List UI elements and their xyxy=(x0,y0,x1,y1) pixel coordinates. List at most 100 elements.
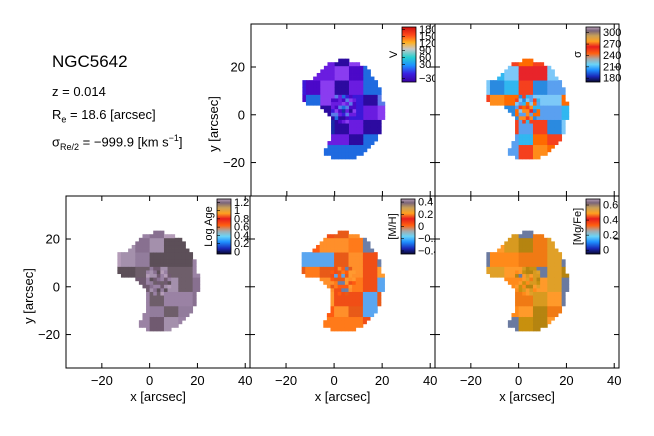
map-cell xyxy=(374,83,379,88)
map-cell xyxy=(138,259,143,264)
map-cell xyxy=(352,98,357,103)
map-cell xyxy=(334,80,339,85)
map-cell xyxy=(316,76,321,81)
map-cell xyxy=(185,309,190,314)
map-cell xyxy=(345,119,350,124)
map-cell xyxy=(518,313,523,318)
map-cell xyxy=(507,87,512,92)
map-cell xyxy=(532,148,537,153)
map-cell xyxy=(377,98,382,103)
map-cell xyxy=(370,266,375,271)
map-cell xyxy=(156,287,161,292)
map-cell xyxy=(334,155,339,160)
map-cell xyxy=(341,284,346,289)
map-cell xyxy=(529,94,534,99)
map-cell xyxy=(511,80,516,85)
map-cell xyxy=(326,284,331,289)
map-cell xyxy=(331,87,336,92)
map-cell xyxy=(338,112,343,117)
map-cell xyxy=(547,313,552,318)
map-cell xyxy=(359,241,364,246)
map-cell xyxy=(550,123,555,128)
map-cell xyxy=(189,302,194,307)
map-cell xyxy=(493,259,498,264)
map-cell xyxy=(319,262,324,267)
map-cell xyxy=(301,255,306,260)
map-cell xyxy=(511,87,516,92)
map-cell xyxy=(518,284,523,289)
map-cell xyxy=(348,126,353,131)
map-cell xyxy=(547,248,552,253)
map-cell xyxy=(525,241,530,246)
map-cell xyxy=(561,126,566,131)
map-cell xyxy=(493,266,498,271)
map-cell xyxy=(312,266,317,271)
map-cell xyxy=(316,266,321,271)
map-cell xyxy=(489,259,494,264)
map-cell xyxy=(128,270,133,275)
map-cell xyxy=(149,255,154,260)
map-cell xyxy=(345,58,350,63)
map-cell xyxy=(341,244,346,249)
map-cell xyxy=(515,252,520,257)
map-cell xyxy=(532,94,537,99)
map-cell xyxy=(326,255,331,260)
map-cell xyxy=(331,90,336,95)
map-cell xyxy=(540,148,545,153)
map-cell xyxy=(124,252,129,257)
map-cell xyxy=(348,270,353,275)
map-cell xyxy=(529,277,534,282)
map-cell xyxy=(515,90,520,95)
map-cell xyxy=(547,259,552,264)
map-cell xyxy=(352,126,357,131)
map-cell xyxy=(120,262,125,267)
map-cell xyxy=(138,320,143,325)
map-cell xyxy=(341,126,346,131)
map-cell xyxy=(522,323,527,328)
map-cell xyxy=(540,248,545,253)
map-cell xyxy=(366,270,371,275)
map-cell xyxy=(337,270,342,275)
map-cell xyxy=(156,291,161,296)
map-cell xyxy=(515,144,520,149)
map-cell xyxy=(366,241,371,246)
map-cell xyxy=(352,119,357,124)
map-cell xyxy=(377,295,382,300)
map-cell xyxy=(515,302,520,307)
map-cell xyxy=(308,270,313,275)
map-cell xyxy=(174,291,179,296)
map-cell xyxy=(181,280,186,285)
map-cell xyxy=(326,266,331,271)
map-cell xyxy=(518,309,523,314)
map-cell xyxy=(363,76,368,81)
map-cell xyxy=(522,76,527,81)
map-cell xyxy=(362,302,367,307)
map-cell xyxy=(497,76,502,81)
map-cell xyxy=(547,262,552,267)
map-cell xyxy=(550,295,555,300)
map-cell xyxy=(359,101,364,106)
map-cell xyxy=(536,137,541,142)
map-cell xyxy=(163,295,168,300)
map-cell xyxy=(554,83,559,88)
map-cell xyxy=(320,101,325,106)
map-cell xyxy=(507,320,512,325)
map-cell xyxy=(522,277,527,282)
colorbar-tick-label: 0.2 xyxy=(603,230,618,242)
map-cell xyxy=(341,241,346,246)
map-cell xyxy=(525,133,530,138)
map-cell xyxy=(337,241,342,246)
map-cell xyxy=(153,270,158,275)
map-cell xyxy=(532,151,537,156)
map-cell xyxy=(550,305,555,310)
map-cell xyxy=(338,101,343,106)
map-cell xyxy=(359,270,364,275)
map-cell xyxy=(345,151,350,156)
map-cell xyxy=(316,80,321,85)
map-cell xyxy=(518,141,523,146)
map-cell xyxy=(554,105,559,110)
map-cell xyxy=(370,83,375,88)
map-cell xyxy=(192,273,197,278)
map-cell xyxy=(536,323,541,328)
map-cell xyxy=(374,80,379,85)
